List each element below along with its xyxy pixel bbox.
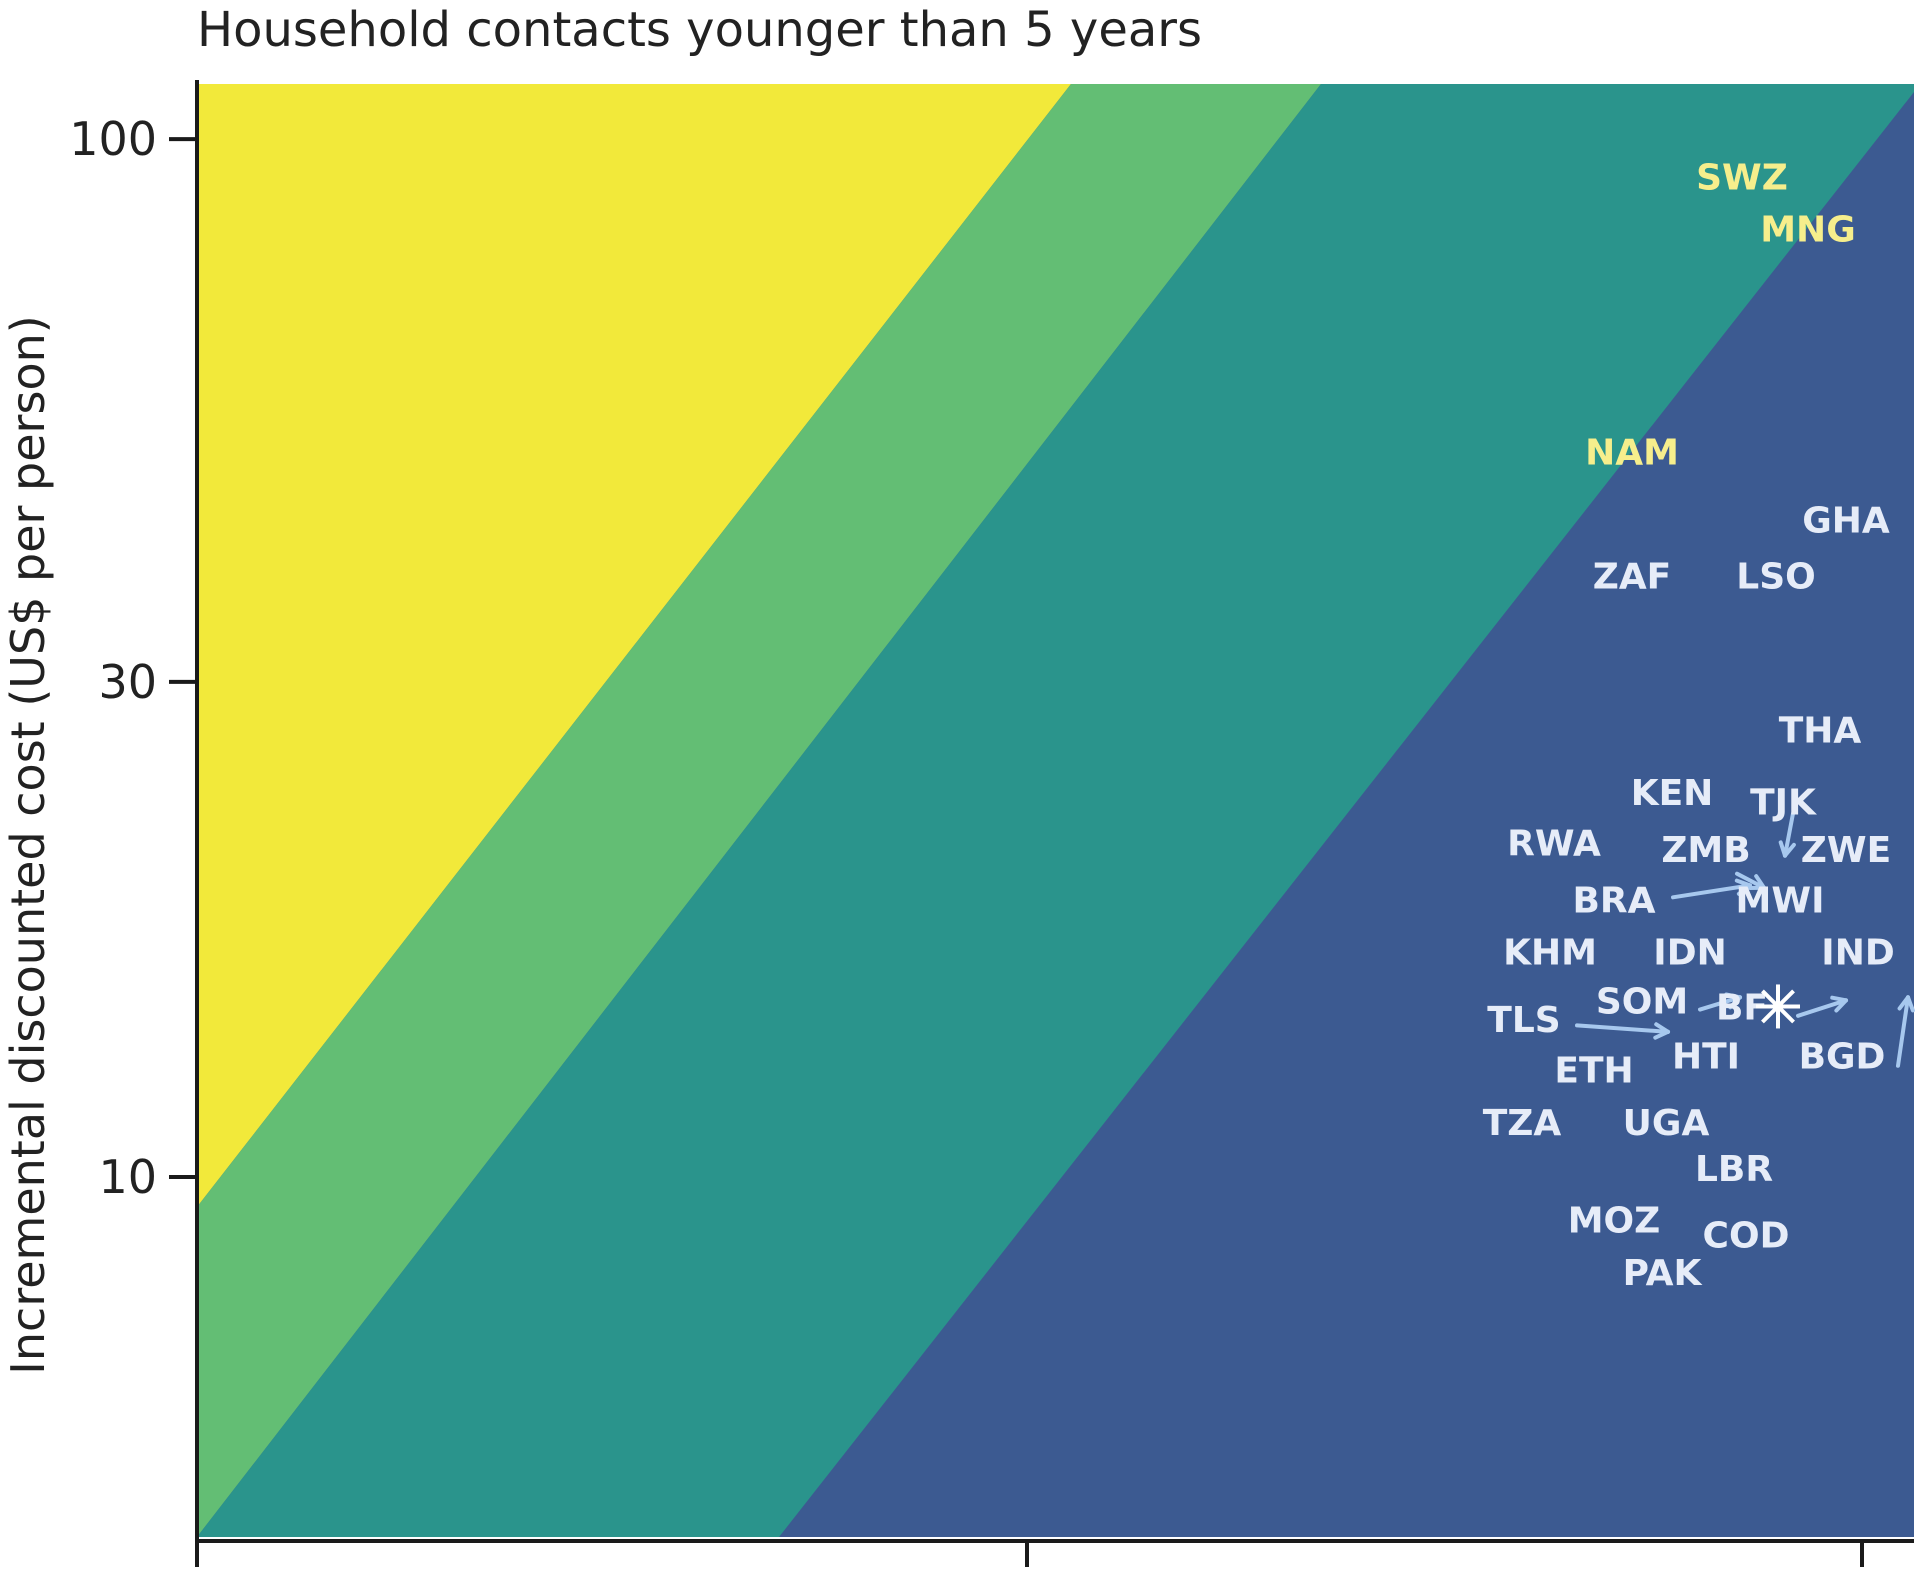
y-ticks: 100 30 10 bbox=[69, 112, 197, 1204]
arrow-head bbox=[1778, 840, 1787, 858]
country-label-gha: GHA bbox=[1802, 501, 1890, 542]
country-labels: SWZ MNG NAM GHA ZAF LSO THA KEN TJK RWA ZMB ZWE BRA M… bbox=[1483, 158, 1895, 1294]
country-label-lbr: LBR bbox=[1695, 1149, 1773, 1190]
arrow-head bbox=[1906, 995, 1915, 1013]
country-label-tjk: TJK bbox=[1750, 783, 1817, 824]
country-label-mwi: MWI bbox=[1736, 881, 1825, 922]
country-label-ind: IND bbox=[1821, 932, 1894, 973]
country-label-pak: PAK bbox=[1623, 1253, 1703, 1294]
arrow-head bbox=[1653, 1029, 1670, 1040]
arrow-shaft bbox=[1796, 998, 1848, 1018]
country-label-mng: MNG bbox=[1760, 210, 1856, 251]
country-label-moz: MOZ bbox=[1568, 1201, 1661, 1242]
country-label-hti: HTI bbox=[1672, 1036, 1740, 1077]
country-label-bra: BRA bbox=[1572, 881, 1655, 922]
arrows bbox=[1575, 811, 1915, 1068]
country-label-tza: TZA bbox=[1483, 1103, 1562, 1144]
country-label-khm: KHM bbox=[1503, 932, 1597, 973]
arrow-head bbox=[1728, 995, 1742, 1010]
country-label-uga: UGA bbox=[1623, 1103, 1710, 1144]
chart-title: Household contacts younger than 5 years bbox=[197, 2, 1202, 58]
x-ticks bbox=[195, 1541, 1864, 1567]
country-label-lso: LSO bbox=[1736, 556, 1815, 597]
arrow-shaft bbox=[1575, 1023, 1670, 1034]
country-label-eth: ETH bbox=[1554, 1050, 1633, 1091]
arrow-shaft bbox=[1783, 811, 1795, 858]
star-marker-stroke bbox=[1761, 989, 1795, 1024]
country-label-cod: COD bbox=[1703, 1216, 1790, 1257]
arrow-shaft bbox=[1671, 883, 1752, 900]
arrow-shaft bbox=[1896, 995, 1910, 1068]
country-label-swz: SWZ bbox=[1696, 158, 1788, 199]
y-tick-label: 10 bbox=[98, 1150, 157, 1204]
band-teal bbox=[197, 84, 1914, 1537]
country-label-tls: TLS bbox=[1487, 1000, 1560, 1041]
country-label-zaf: ZAF bbox=[1593, 556, 1672, 597]
y-tick-label: 100 bbox=[69, 112, 157, 166]
country-label-tha: THA bbox=[1779, 710, 1862, 751]
country-label-nam: NAM bbox=[1585, 433, 1679, 474]
country-label-bgd: BGD bbox=[1799, 1036, 1886, 1077]
country-label-idn: IDN bbox=[1653, 932, 1726, 973]
country-label-zmb: ZMB bbox=[1661, 830, 1750, 871]
arrow-shaft bbox=[1698, 995, 1742, 1012]
y-tick-label: 30 bbox=[98, 655, 157, 709]
y-axis-label: Incremental discounted cost (US$ per per… bbox=[1, 315, 55, 1374]
country-label-zwe: ZWE bbox=[1801, 830, 1891, 871]
arrow-shaft bbox=[1735, 871, 1766, 890]
country-label-rwa: RWA bbox=[1507, 824, 1601, 865]
country-label-som: SOM bbox=[1596, 981, 1688, 1022]
arrow-head bbox=[1736, 883, 1752, 896]
axes bbox=[195, 80, 1914, 1543]
country-label-ken: KEN bbox=[1631, 773, 1714, 814]
threshold-bands bbox=[197, 84, 1914, 1537]
arrow-head bbox=[1834, 998, 1848, 1013]
